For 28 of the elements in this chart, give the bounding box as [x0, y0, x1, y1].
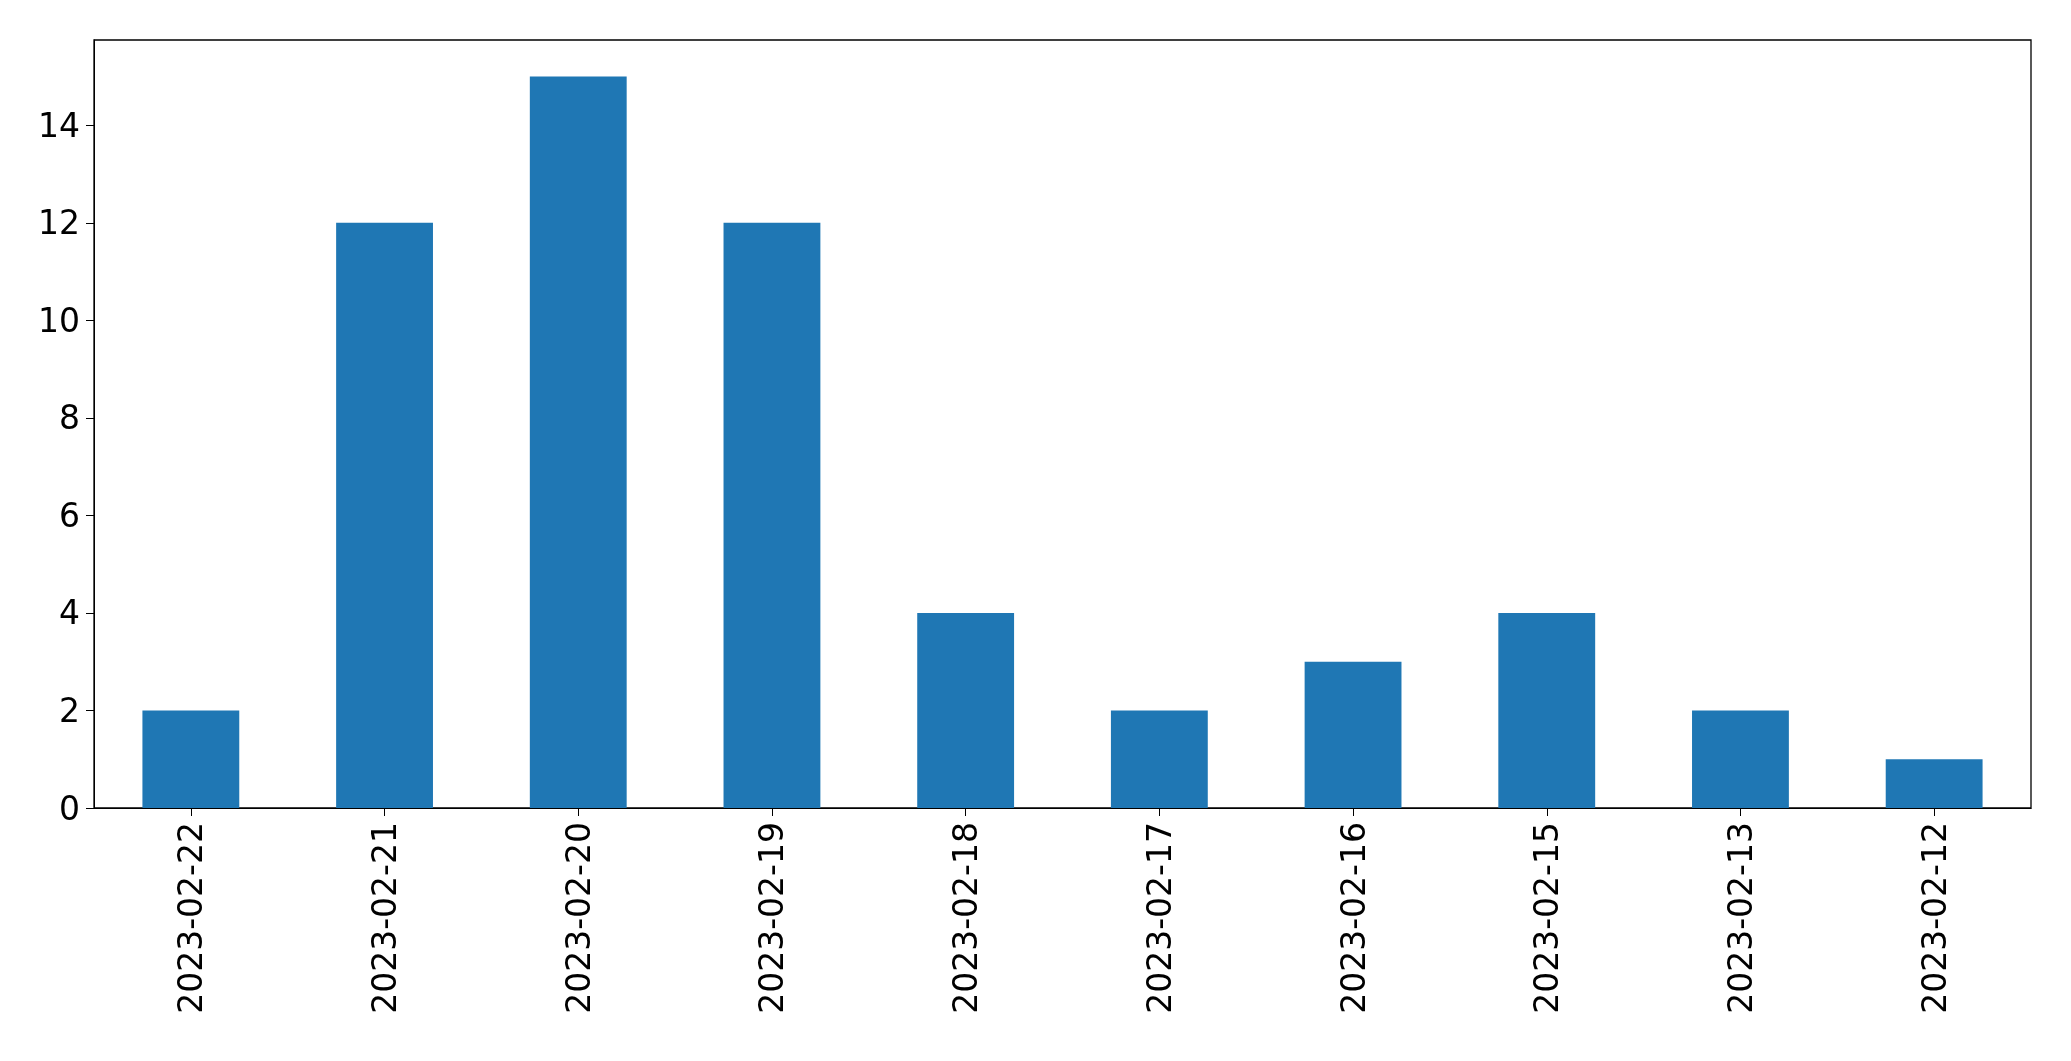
y-tick-label: 8 — [59, 398, 80, 438]
x-tick-label: 2023-02-20 — [558, 822, 598, 1014]
y-tick-label: 14 — [38, 105, 80, 145]
y-tick-label: 2 — [59, 690, 80, 730]
y-tick-label: 0 — [59, 788, 80, 828]
x-tick-label: 2023-02-18 — [946, 822, 986, 1014]
bar — [336, 222, 433, 808]
bar — [917, 612, 1015, 808]
bar — [142, 710, 240, 808]
bar — [1692, 710, 1789, 808]
bar — [1110, 710, 1208, 808]
x-tick-label: 2023-02-21 — [365, 822, 405, 1014]
bar — [1498, 612, 1596, 808]
y-tick-label: 4 — [59, 593, 80, 633]
x-tick-label: 2023-02-12 — [1914, 822, 1954, 1014]
x-tick-label: 2023-02-15 — [1527, 822, 1567, 1014]
x-tick-label: 2023-02-22 — [171, 822, 211, 1014]
x-tick-label: 2023-02-13 — [1720, 822, 1760, 1014]
x-tick-label: 2023-02-19 — [752, 822, 792, 1014]
x-tick-label: 2023-02-17 — [1139, 822, 1179, 1014]
bar — [1885, 759, 1983, 808]
bar — [723, 222, 821, 808]
y-tick-label: 12 — [38, 203, 80, 243]
bar — [1304, 661, 1402, 808]
y-tick-label: 6 — [59, 495, 80, 535]
x-tick-label: 2023-02-16 — [1333, 822, 1373, 1014]
y-tick-label: 10 — [38, 300, 80, 340]
bar — [529, 76, 627, 808]
